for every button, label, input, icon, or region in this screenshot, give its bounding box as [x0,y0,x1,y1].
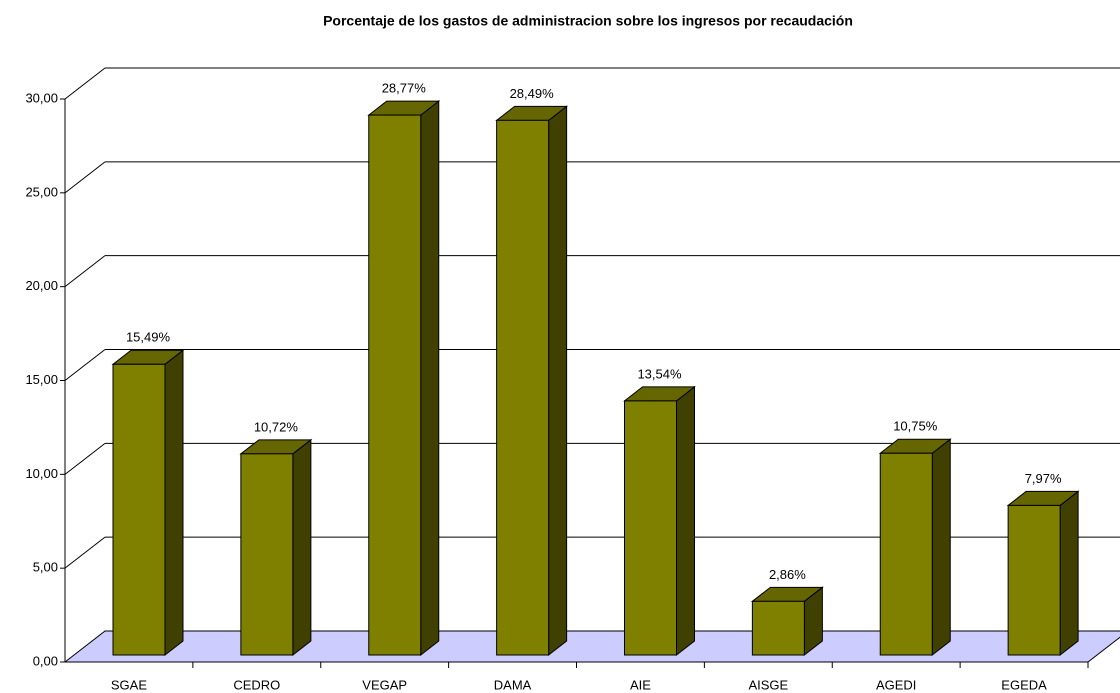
bar [496,119,550,656]
bar-side [420,100,440,657]
bar [368,114,422,656]
grid-diagonal [64,349,106,381]
data-label: 7,97% [1025,471,1062,486]
chart-title: Porcentaje de los gastos de administraci… [323,13,853,29]
x-tick-label: DAMA [494,677,532,692]
grid-diagonal [64,442,106,475]
bar [1007,504,1061,656]
data-label: 28,49% [510,86,555,101]
bar-side [1059,490,1079,657]
bar [240,453,294,656]
x-tick-label: AGEDI [876,677,916,692]
x-tick-label: VEGAP [362,677,407,692]
x-tick-label: AISGE [748,677,788,692]
x-tick-label: SGAE [111,677,147,692]
floor [63,630,1120,663]
bar-side [164,349,184,657]
bar-side [676,385,695,657]
grid-diagonal [64,536,106,569]
x-tick-label: AIE [630,677,651,692]
grid-diagonal [64,67,106,100]
data-label: 28,77% [382,81,427,96]
x-tick-label: CEDRO [233,677,280,692]
bar-side [931,438,951,657]
bar [112,363,166,656]
data-label: 10,75% [893,419,938,434]
grid-diagonal [64,161,106,194]
bar [879,452,933,656]
grid-diagonal [64,255,106,288]
y-tick-label: 0,00 [33,653,58,668]
data-label: 10,72% [254,419,299,434]
bar-side [292,438,312,657]
data-label: 2,86% [769,567,806,582]
y-tick-label: 25,00 [25,184,58,199]
y-tick-label: 10,00 [25,466,58,481]
x-tick-label: EGEDA [1001,677,1047,692]
y-tick-label: 20,00 [25,278,58,293]
y-tick-label: 15,00 [25,372,58,387]
bar [751,600,805,656]
data-label: 15,49% [126,330,171,345]
y-tick-label: 30,00 [25,90,58,105]
bar-side [548,105,568,657]
bar [624,400,677,656]
data-label: 13,54% [637,366,682,381]
y-tick-label: 5,00 [33,560,58,575]
